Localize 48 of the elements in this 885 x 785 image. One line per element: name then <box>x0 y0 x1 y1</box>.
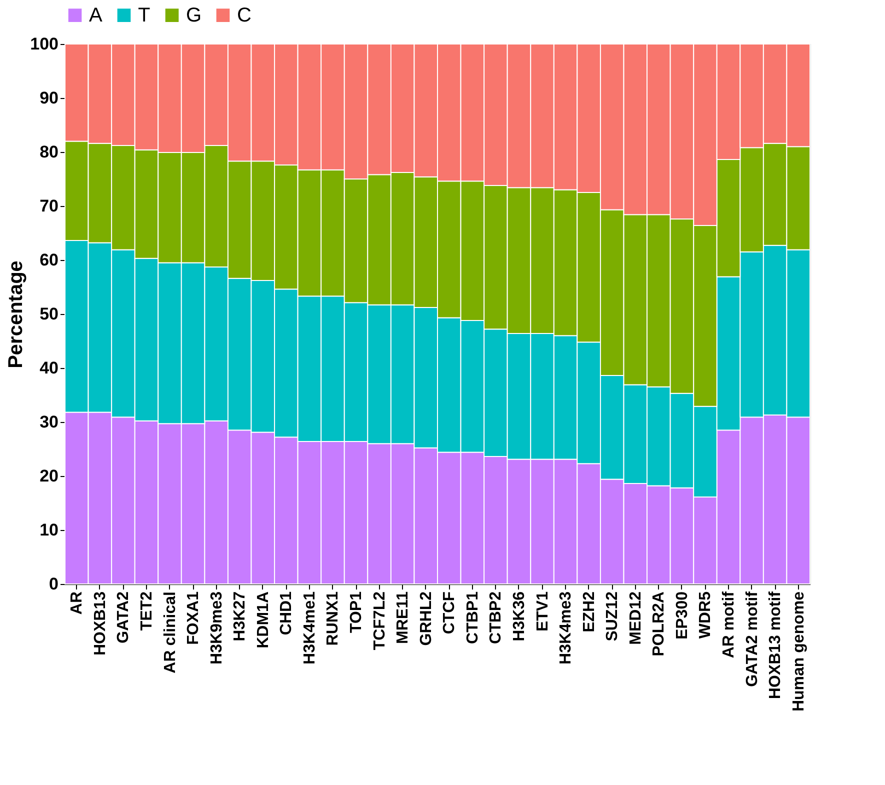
x-tick-label: CTBP2 <box>488 591 505 644</box>
x-tick-label: TOP1 <box>348 591 366 633</box>
legend-label: A <box>89 4 103 26</box>
x-tick-label: H3K36 <box>510 591 528 642</box>
y-tick-label: 0 <box>49 574 58 594</box>
y-tick-label: 50 <box>40 304 58 324</box>
x-tick-label: GATA2 motif <box>744 590 761 687</box>
y-tick-label: 70 <box>40 196 58 216</box>
x-tick-label: WDR5 <box>697 591 714 639</box>
x-tick-label: MED12 <box>627 591 644 645</box>
x-tick-label: H3K4me3 <box>558 591 575 664</box>
x-tick-label: SUZ12 <box>604 591 622 642</box>
y-tick-label: 10 <box>40 520 58 540</box>
x-tick-label: CTBP1 <box>464 591 482 644</box>
x-tick-label: TCF7L2 <box>371 591 388 650</box>
y-tick-label: 60 <box>40 250 58 270</box>
x-tick-label: AR motif <box>720 590 738 658</box>
y-tick-label: 20 <box>40 466 58 486</box>
x-tick-label: H3K9me3 <box>208 591 226 664</box>
x-tick-label: CTCF <box>441 591 458 634</box>
x-tick-label: H3K27 <box>232 591 249 642</box>
x-tick-label: POLR2A <box>650 591 668 656</box>
y-tick-label: 90 <box>40 88 58 108</box>
legend-label: T <box>138 4 150 26</box>
x-tick-label: MRE11 <box>394 591 412 644</box>
y-tick-label: 80 <box>40 142 58 162</box>
y-tick-label: 40 <box>40 358 58 378</box>
x-tick-label: GATA2 <box>115 591 132 644</box>
x-tick-label: H3K4me1 <box>301 591 318 664</box>
x-tick-label: RUNX1 <box>324 591 342 646</box>
x-tick-label: AR <box>68 591 86 615</box>
x-tick-label: TET2 <box>138 591 156 631</box>
legend-label: C <box>237 4 252 26</box>
y-axis-title: Percentage <box>5 260 28 368</box>
legend-label: G <box>186 4 202 26</box>
x-tick-label: EP300 <box>674 591 691 640</box>
x-tick-label: FOXA1 <box>185 591 202 645</box>
y-tick-label: 100 <box>30 34 58 54</box>
x-tick-label: HOXB13 <box>92 591 109 656</box>
x-tick-label: HOXB13 motif <box>767 590 784 700</box>
x-tick-label: ETV1 <box>534 591 552 632</box>
x-tick-label: EZH2 <box>580 591 598 632</box>
x-tick-label: KDM1A <box>254 591 272 648</box>
x-tick-label: AR clinical <box>162 592 179 674</box>
x-tick-label: GRHL2 <box>418 591 435 646</box>
x-tick-label: CHD1 <box>278 591 296 636</box>
x-tick-label: Human genome <box>790 591 808 712</box>
y-tick-label: 30 <box>40 412 58 432</box>
